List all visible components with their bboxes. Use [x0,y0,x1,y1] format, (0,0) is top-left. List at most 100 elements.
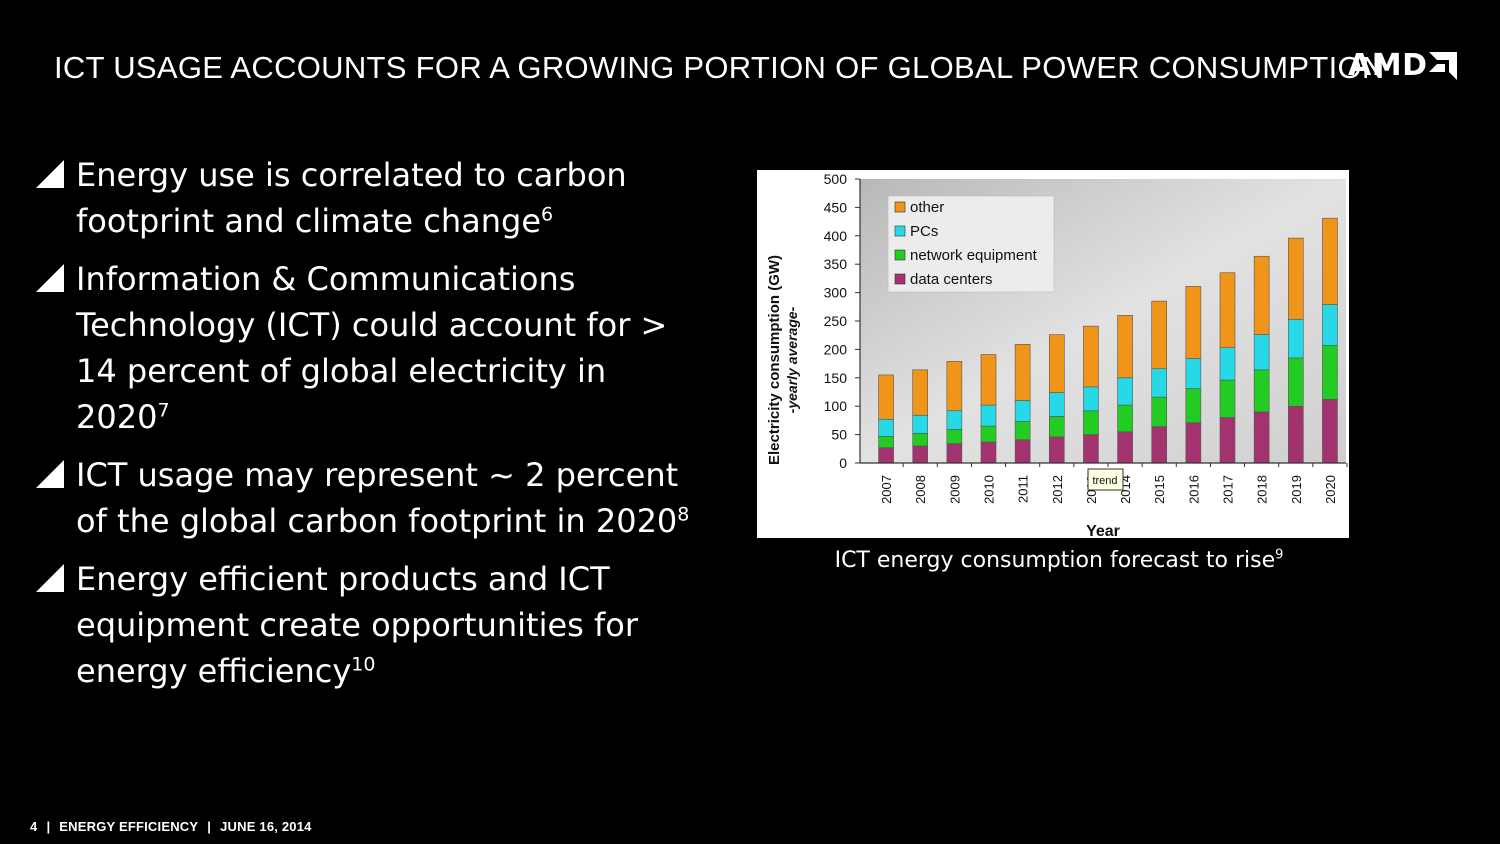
bar-segment [1322,217,1338,305]
x-axis: 2007200820092010201120122013201420152016… [860,462,1348,504]
bar-segment [1253,255,1270,335]
bullet-ref: 8 [677,503,690,526]
bar-segment [1014,400,1031,422]
bar-segment [1253,411,1270,464]
x-tick-label: 2018 [1255,475,1270,504]
bar-segment [1014,343,1031,401]
bar-segment [1083,386,1099,412]
footer: 4 | ENERGY EFFICIENCY | JUNE 16, 2014 [30,819,312,834]
bar-segment [912,445,929,464]
chart-caption: ICT energy consumption forecast to rise9 [757,548,1361,573]
legend-swatch [894,273,906,285]
bar-segment [878,418,894,437]
bar-segment [1117,431,1133,464]
bar-segment [946,429,963,444]
bar-segment [1253,334,1270,371]
x-tick-label: 2012 [1050,475,1065,504]
y-tick-label: 350 [824,256,848,272]
bullet-ref: 7 [157,399,170,422]
y-axis-label: Electricity consumption (GW) [766,255,783,465]
bar-segment [1048,436,1065,464]
bar-segment [1014,439,1031,464]
triangle-bullet-icon [36,564,64,592]
bar-segment [1253,369,1270,413]
legend-swatch [894,201,906,213]
bar-segment [878,447,894,464]
triangle-bullet-icon [36,460,64,488]
bullet-text: ICT usage may represent ~ 2 percent of t… [76,456,679,540]
triangle-bullet-icon [36,264,64,292]
bar-segment [1117,377,1133,406]
bar-segment [1185,388,1202,423]
slide-title: ICT USAGE ACCOUNTS FOR A GROWING PORTION… [54,50,1385,85]
stacked-bar-chart: 0 50 100 150 200 250 300 350 400 450 500 2007 2008 2… [766,171,1348,540]
y-tick-label: 50 [831,427,847,443]
bar-segment [1151,300,1168,370]
x-tick-label: 2019 [1289,475,1304,504]
bar-segment [980,354,997,406]
bullet-list: Energy use is correlated to carbon footp… [36,152,696,706]
y-tick-label: 250 [824,313,848,329]
bar-segment [1117,404,1133,433]
caption-ref: 9 [1275,547,1284,563]
y-tick-label: 100 [824,398,848,414]
caption-text: ICT energy consumption forecast to rise [834,548,1276,573]
x-tick-label: 2010 [982,475,997,504]
footer-date: JUNE 16, 2014 [220,819,312,834]
bar-segment [1287,357,1304,407]
trend-tooltip: trend [1087,468,1124,491]
legend-label: other [910,199,944,216]
bar-segment [1048,392,1065,417]
bullet-item: Information & Communications Technology … [36,256,696,440]
bullet-ref: 10 [351,653,376,676]
bar-segment [912,414,929,434]
bar-segment [946,443,963,464]
y-tick-label: 200 [824,341,848,357]
bar-segment [1185,286,1202,359]
bullet-ref: 6 [541,203,554,226]
legend: other PCs network equipment data centers [887,195,1055,293]
bar-segment [980,404,997,427]
amd-arrow-icon [1429,52,1458,80]
bar-segment [980,425,997,443]
bar-segment [1117,315,1133,379]
x-tick-label: 2020 [1323,475,1338,504]
legend-label: network equipment [910,247,1038,264]
x-tick-label: 2016 [1186,475,1201,504]
bar-segment [1083,410,1099,435]
y-tick-label: 0 [839,455,847,471]
x-tick-label: 2008 [913,475,928,504]
y-tick-label: 500 [824,171,848,187]
amd-logo: AMD [1348,48,1458,84]
bar-segment [1322,399,1338,464]
bar-segment [1287,237,1304,320]
bar-segment [1219,272,1236,348]
footer-section: ENERGY EFFICIENCY [59,819,199,834]
y-tick-label: 300 [824,285,848,301]
y-tick-label: 400 [824,228,848,244]
bar-segment [878,436,894,448]
bar-segment [946,361,963,412]
page-number: 4 [30,819,38,834]
bar-segment [1322,345,1338,400]
bar-segment [946,410,963,430]
bar-segment [1322,304,1338,346]
bar-segment [1151,396,1168,427]
footer-separator: | [46,819,51,834]
bar-segment [1083,325,1099,388]
footer-separator: | [207,819,212,834]
legend-box [887,195,1055,293]
x-tick-label: 2017 [1221,475,1236,504]
bullet-text: Information & Communications Technology … [76,260,668,436]
legend-swatch [894,249,906,261]
bullet-item: Energy efficient products and ICT equipm… [36,556,696,694]
legend-label: PCs [910,223,938,240]
y-axis: 0 50 100 150 200 250 300 350 400 450 500 [824,171,861,471]
bar-segment [1014,421,1031,441]
bar-segment [1219,347,1236,381]
bar-segment [1048,416,1065,438]
bar-segment [1151,368,1168,398]
triangle-bullet-icon [36,160,64,188]
legend-swatch [894,225,906,237]
